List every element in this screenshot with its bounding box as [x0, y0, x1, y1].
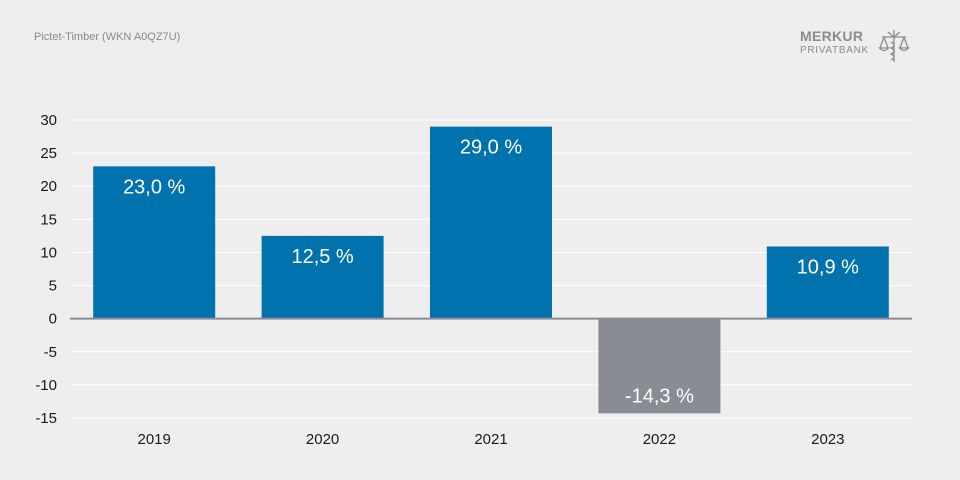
- bar-value-labels: 23,0 % 12,5 % 29,0 % -14,3 % 10,9 %: [123, 137, 859, 408]
- bar-2020: [261, 235, 384, 319]
- x-axis-tick-labels: 2019 2020 2021 2022 2023: [138, 431, 845, 448]
- y-tick-label: 20: [40, 178, 57, 195]
- y-tick-label: -10: [35, 377, 57, 394]
- x-tick-label: 2019: [138, 431, 171, 448]
- logo-text-primary: MERKUR: [800, 28, 864, 44]
- y-tick-label: 30: [40, 112, 57, 129]
- bar-2023: [766, 246, 889, 319]
- bar-2022: [598, 318, 721, 414]
- y-tick-label: 15: [40, 211, 57, 228]
- chart-subtitle: Pictet-Timber (WKN A0QZ7U): [34, 31, 181, 43]
- x-tick-label: 2023: [811, 431, 844, 448]
- x-tick-label: 2022: [643, 431, 676, 448]
- merkur-logo: MERKUR PRIVATBANK: [800, 28, 912, 68]
- bar-value-label: -14,3 %: [625, 385, 694, 407]
- y-tick-label: 0: [49, 311, 57, 328]
- y-tick-label: -15: [35, 410, 57, 427]
- x-tick-label: 2021: [474, 431, 507, 448]
- y-axis-tick-labels: 30 25 20 15 10 5 0 -5 -10 -15: [35, 112, 57, 427]
- scales-caduceus-icon: [878, 30, 910, 62]
- x-tick-label: 2020: [306, 431, 339, 448]
- y-tick-label: 10: [40, 244, 57, 261]
- bar-2019: [93, 166, 216, 319]
- y-tick-label: 5: [49, 278, 57, 295]
- bars: [93, 126, 889, 414]
- bar-value-label: 29,0 %: [460, 137, 522, 159]
- y-tick-label: 25: [40, 145, 57, 162]
- bar-value-label: 12,5 %: [291, 246, 353, 268]
- bar-2021: [430, 126, 552, 319]
- bar-value-label: 23,0 %: [123, 176, 185, 198]
- y-tick-label: -5: [44, 344, 57, 361]
- logo-text-secondary: PRIVATBANK: [800, 45, 869, 56]
- bar-value-label: 10,9 %: [797, 256, 859, 278]
